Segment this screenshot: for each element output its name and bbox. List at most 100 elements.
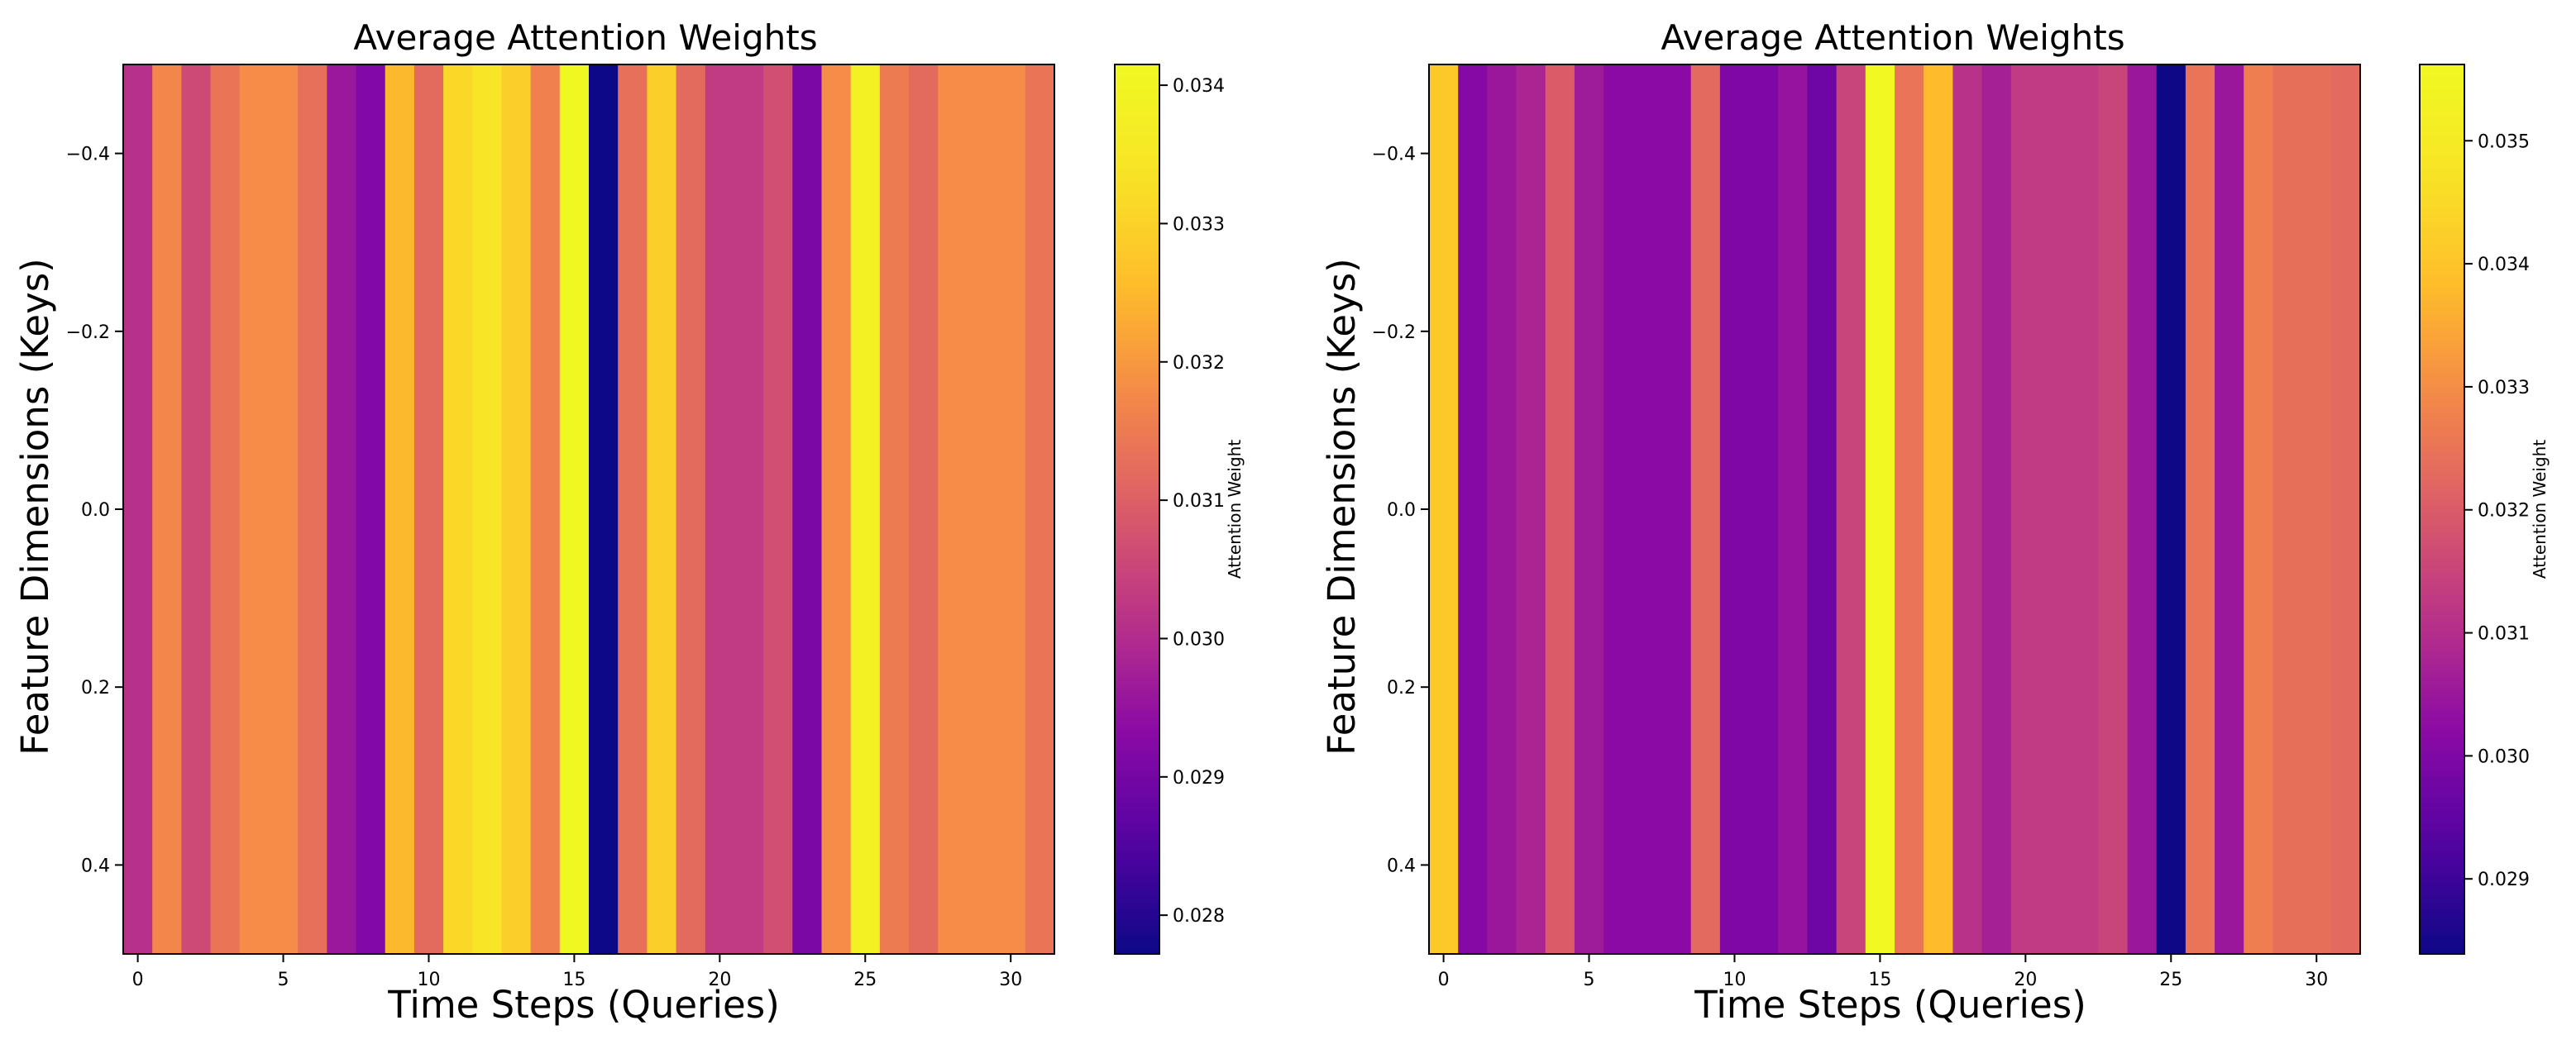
left-colorbar-ticks: 0.028 0.029 0.030 0.031 0.032 0.033 0.034 bbox=[1159, 76, 1225, 927]
heatmap-cell bbox=[792, 64, 823, 954]
heatmap-cell bbox=[152, 64, 182, 954]
heatmap-cell bbox=[1895, 64, 1924, 954]
right-panel: Average Attention Weights Feature Dimens… bbox=[1320, 17, 2550, 1027]
heatmap-cell bbox=[734, 64, 764, 954]
heatmap-cell bbox=[705, 64, 735, 954]
x-tick-label: 25 bbox=[853, 970, 877, 990]
heatmap-cell bbox=[1429, 64, 1459, 954]
heatmap-cell bbox=[210, 64, 241, 954]
heatmap-cell bbox=[385, 64, 415, 954]
heatmap-cell bbox=[1487, 64, 1517, 954]
heatmap-cell bbox=[647, 64, 677, 954]
y-tick-label: −0.4 bbox=[66, 145, 110, 165]
heatmap-cell bbox=[2098, 64, 2129, 954]
heatmap-cell bbox=[2069, 64, 2099, 954]
y-tick-label: −0.2 bbox=[66, 322, 110, 343]
heatmap-cell bbox=[2039, 64, 2070, 954]
x-tick-label: 10 bbox=[417, 970, 440, 990]
heatmap-cell bbox=[1924, 64, 1953, 954]
heatmap-cell bbox=[181, 64, 212, 954]
heatmap-cell bbox=[559, 64, 590, 954]
left-chart-title: Average Attention Weights bbox=[353, 17, 817, 58]
heatmap-cell bbox=[879, 64, 910, 954]
x-tick-label: 15 bbox=[562, 970, 585, 990]
heatmap-cell bbox=[327, 64, 357, 954]
y-tick-label: 0.4 bbox=[1387, 856, 1416, 876]
left-colorbar-label: Attention Weight bbox=[1225, 440, 1245, 579]
colorbar-tick-label: 0.030 bbox=[2478, 746, 2530, 767]
heatmap-cell bbox=[1952, 64, 1983, 954]
heatmap-cell bbox=[1778, 64, 1809, 954]
heatmap-cell bbox=[123, 64, 153, 954]
heatmap-cell bbox=[472, 64, 503, 954]
heatmap-cell bbox=[1749, 64, 1779, 954]
heatmap-cell bbox=[1516, 64, 1546, 954]
heatmap-cell bbox=[1603, 64, 1633, 954]
y-tick-label: 0.0 bbox=[1387, 500, 1416, 521]
heatmap-cell bbox=[676, 64, 706, 954]
heatmap-cell bbox=[1981, 64, 2012, 954]
x-tick-label: 0 bbox=[1438, 970, 1450, 990]
colorbar-tick-label: 0.028 bbox=[1173, 906, 1225, 927]
right-heatmap-cells bbox=[1429, 64, 2361, 954]
heatmap-cell bbox=[268, 64, 299, 954]
y-tick-label: −0.2 bbox=[1372, 322, 1416, 343]
heatmap-cell bbox=[1865, 64, 1895, 954]
x-tick-label: 10 bbox=[1723, 970, 1746, 990]
heatmap-cell bbox=[821, 64, 852, 954]
x-tick-label: 5 bbox=[278, 970, 289, 990]
colorbar-tick-label: 0.032 bbox=[2478, 501, 2530, 522]
heatmap-cell bbox=[2156, 64, 2186, 954]
y-tick-label: 0.4 bbox=[81, 856, 110, 876]
heatmap-cell bbox=[501, 64, 532, 954]
heatmap-cell bbox=[850, 64, 881, 954]
heatmap-cell bbox=[2273, 64, 2303, 954]
heatmap-cell bbox=[1661, 64, 1692, 954]
left-panel: Average Attention Weights Feature Dimens… bbox=[13, 17, 1245, 1027]
heatmap-cell bbox=[1836, 64, 1866, 954]
right-x-ticks: 0 5 10 15 20 25 30 bbox=[1438, 954, 2328, 990]
heatmap-cell bbox=[2215, 64, 2244, 954]
heatmap-cell bbox=[413, 64, 444, 954]
y-tick-label: 0.2 bbox=[1387, 678, 1416, 699]
right-colorbar-ticks: 0.029 0.030 0.031 0.032 0.033 0.034 0.035 bbox=[2464, 131, 2530, 890]
heatmap-cell bbox=[2244, 64, 2274, 954]
x-tick-label: 0 bbox=[132, 970, 144, 990]
heatmap-cell bbox=[298, 64, 327, 954]
right-colorbar-label: Attention Weight bbox=[2530, 440, 2550, 579]
heatmap-cell bbox=[618, 64, 648, 954]
colorbar-tick-label: 0.031 bbox=[2478, 624, 2530, 645]
heatmap-cell bbox=[967, 64, 997, 954]
right-y-ticks: −0.4 −0.2 0.0 0.2 0.4 bbox=[1372, 145, 1429, 876]
left-y-axis-label: Feature Dimensions (Keys) bbox=[13, 258, 57, 755]
heatmap-cell bbox=[443, 64, 473, 954]
left-x-axis-label: Time Steps (Queries) bbox=[387, 983, 780, 1027]
heatmap-cell bbox=[1458, 64, 1488, 954]
heatmap-cell bbox=[1807, 64, 1838, 954]
colorbar-tick-label: 0.030 bbox=[1173, 629, 1225, 650]
colorbar-tick-label: 0.034 bbox=[1173, 76, 1225, 97]
y-tick-label: 0.0 bbox=[81, 500, 110, 521]
heatmap-cell bbox=[909, 64, 939, 954]
heatmap-cell bbox=[2010, 64, 2041, 954]
colorbar-tick-label: 0.029 bbox=[2478, 870, 2530, 890]
heatmap-cell bbox=[2301, 64, 2332, 954]
x-tick-label: 20 bbox=[2014, 970, 2037, 990]
colorbar-tick-label: 0.033 bbox=[2478, 378, 2530, 398]
heatmap-cell bbox=[1690, 64, 1721, 954]
x-tick-label: 5 bbox=[1584, 970, 1595, 990]
heatmap-cell bbox=[239, 64, 270, 954]
heatmap-cell bbox=[356, 64, 386, 954]
heatmap-cell bbox=[1574, 64, 1604, 954]
colorbar-tick-label: 0.029 bbox=[1173, 768, 1225, 789]
x-tick-label: 25 bbox=[2159, 970, 2182, 990]
y-tick-label: 0.2 bbox=[81, 678, 110, 699]
left-heatmap-cells bbox=[123, 64, 1055, 954]
heatmap-cell bbox=[1719, 64, 1750, 954]
colorbar-tick-label: 0.032 bbox=[1173, 353, 1225, 374]
heatmap-cell bbox=[938, 64, 968, 954]
colorbar-tick-label: 0.035 bbox=[2478, 131, 2530, 152]
heatmap-cell bbox=[589, 64, 619, 954]
left-colorbar bbox=[1114, 64, 1160, 955]
